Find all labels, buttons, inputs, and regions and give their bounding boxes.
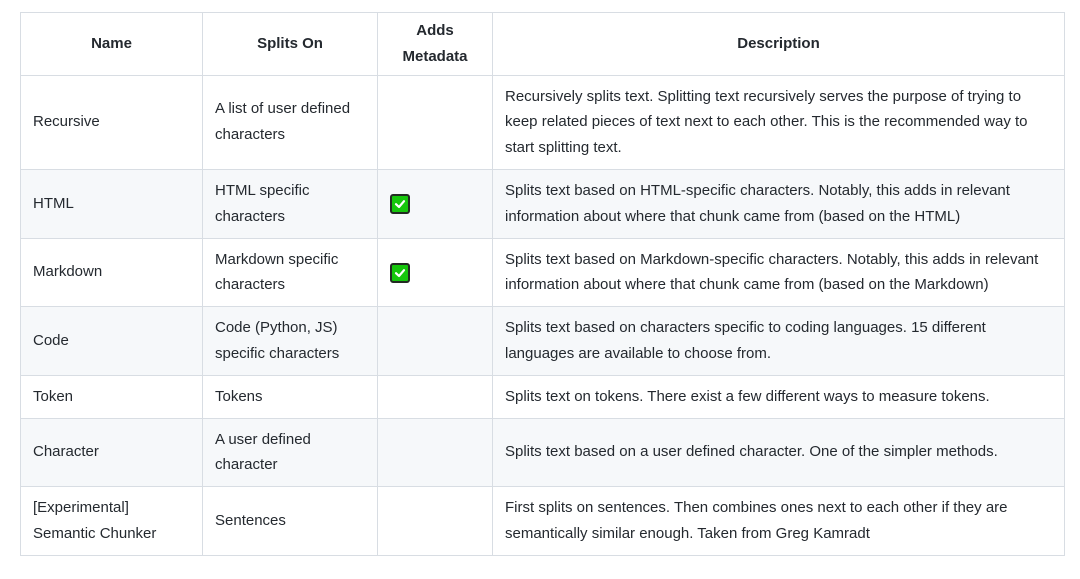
- table-row: Markdown Markdown specific characters Spli…: [20, 237, 1065, 308]
- name-cell: Recursive: [20, 74, 203, 170]
- description-cell: First splits on sentences. Then combines…: [492, 486, 1065, 556]
- table-row: [Experimental] Semantic Chunker Sentences…: [20, 486, 1065, 556]
- table-row: Character A user defined character Splits …: [20, 417, 1065, 488]
- column-header-adds-metadata: Adds Metadata: [377, 12, 493, 76]
- table-header: Name Splits On Adds Metadata Description: [20, 12, 1065, 76]
- description-cell: Splits text based on Markdown-specific c…: [492, 237, 1065, 308]
- name-cell: Token: [20, 374, 203, 419]
- text-splitters-table-container: Name Splits On Adds Metadata Description…: [20, 12, 1065, 556]
- adds-metadata-check-icon: [390, 262, 410, 283]
- adds-metadata-cell: [377, 168, 493, 239]
- description-cell: Splits text on tokens. There exist a few…: [492, 374, 1065, 419]
- splits-on-cell: A user defined character: [202, 417, 378, 488]
- splits-on-cell: HTML specific characters: [202, 168, 378, 239]
- table-row: HTML HTML specific characters Splits text …: [20, 168, 1065, 239]
- adds-metadata-cell: [377, 486, 493, 556]
- adds-metadata-cell: [377, 74, 493, 170]
- splits-on-cell: Sentences: [202, 486, 378, 556]
- adds-metadata-cell: [377, 237, 493, 308]
- adds-metadata-cell: [377, 374, 493, 419]
- name-cell: HTML: [20, 168, 203, 239]
- table-body: Recursive A list of user defined characte…: [20, 74, 1065, 556]
- splits-on-cell: Code (Python, JS) specific characters: [202, 306, 378, 376]
- splits-on-cell: A list of user defined characters: [202, 74, 378, 170]
- description-cell: Splits text based on HTML-specific chara…: [492, 168, 1065, 239]
- text-splitters-table: Name Splits On Adds Metadata Description…: [20, 12, 1065, 556]
- column-header-name: Name: [20, 12, 203, 76]
- splits-on-cell: Tokens: [202, 374, 378, 419]
- splits-on-cell: Markdown specific characters: [202, 237, 378, 308]
- name-cell: Character: [20, 417, 203, 488]
- header-row: Name Splits On Adds Metadata Description: [20, 12, 1065, 76]
- description-cell: Splits text based on a user defined char…: [492, 417, 1065, 488]
- name-cell: [Experimental] Semantic Chunker: [20, 486, 203, 556]
- name-cell: Markdown: [20, 237, 203, 308]
- table-row: Code Code (Python, JS) specific character…: [20, 306, 1065, 376]
- name-cell: Code: [20, 306, 203, 376]
- table-row: Token Tokens Splits text on tokens. There …: [20, 374, 1065, 419]
- column-header-splits-on: Splits On: [202, 12, 378, 76]
- description-cell: Recursively splits text. Splitting text …: [492, 74, 1065, 170]
- adds-metadata-cell: [377, 417, 493, 488]
- adds-metadata-cell: [377, 306, 493, 376]
- description-cell: Splits text based on characters specific…: [492, 306, 1065, 376]
- adds-metadata-check-icon: [390, 193, 410, 214]
- table-row: Recursive A list of user defined characte…: [20, 74, 1065, 170]
- column-header-description: Description: [492, 12, 1065, 76]
